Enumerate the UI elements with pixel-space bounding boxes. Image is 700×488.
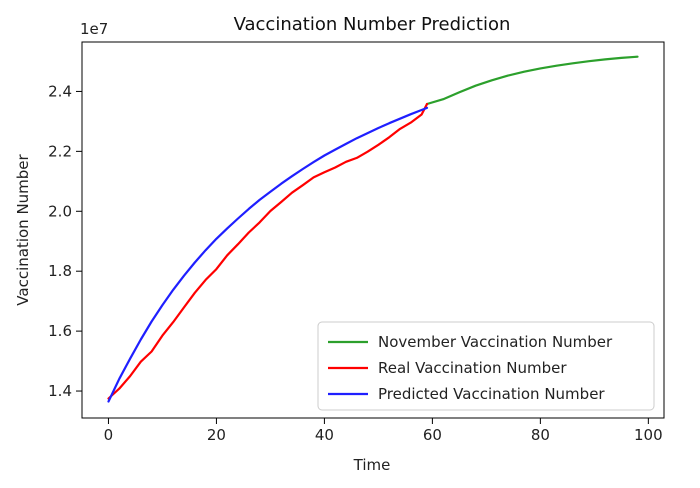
legend-box [317,321,655,411]
x-axis-title: Time [353,456,391,474]
chart-title: Vaccination Number Prediction [234,14,511,35]
y-tick-label: 2.0 [48,202,72,220]
series-line-1 [107,102,429,400]
series-layer [107,55,639,403]
legend: November Vaccination Number Real Vaccinat… [317,321,655,411]
legend-label: Predicted Vaccination Number [378,385,605,403]
legend-label: Real Vaccination Number [378,359,567,377]
y-tick-label: 1.6 [48,322,72,340]
x-tick-label: 0 [104,426,114,444]
y-tick-label: 1.4 [48,382,72,400]
series-line-0 [425,55,639,106]
y-axis-ticks: 1.4 1.6 1.8 2.0 2.2 2.4 [48,82,82,400]
y-axis-offset-label: 1e7 [80,20,108,38]
x-tick-label: 80 [531,426,550,444]
series-line-2 [107,106,429,403]
x-tick-label: 20 [207,426,226,444]
legend-label: November Vaccination Number [378,333,613,351]
y-tick-label: 2.2 [48,142,72,160]
plot-frame [81,41,665,419]
y-tick-label: 2.4 [48,82,72,100]
y-axis-title: Vaccination Number [14,153,32,305]
y-tick-label: 1.8 [48,262,72,280]
x-axis-ticks: 0 20 40 60 80 100 [104,418,663,444]
x-tick-label: 60 [423,426,442,444]
plot-area [81,41,665,419]
x-tick-label: 40 [315,426,334,444]
x-tick-label: 100 [634,426,663,444]
legend-entries: November Vaccination Number Real Vaccinat… [328,333,613,403]
